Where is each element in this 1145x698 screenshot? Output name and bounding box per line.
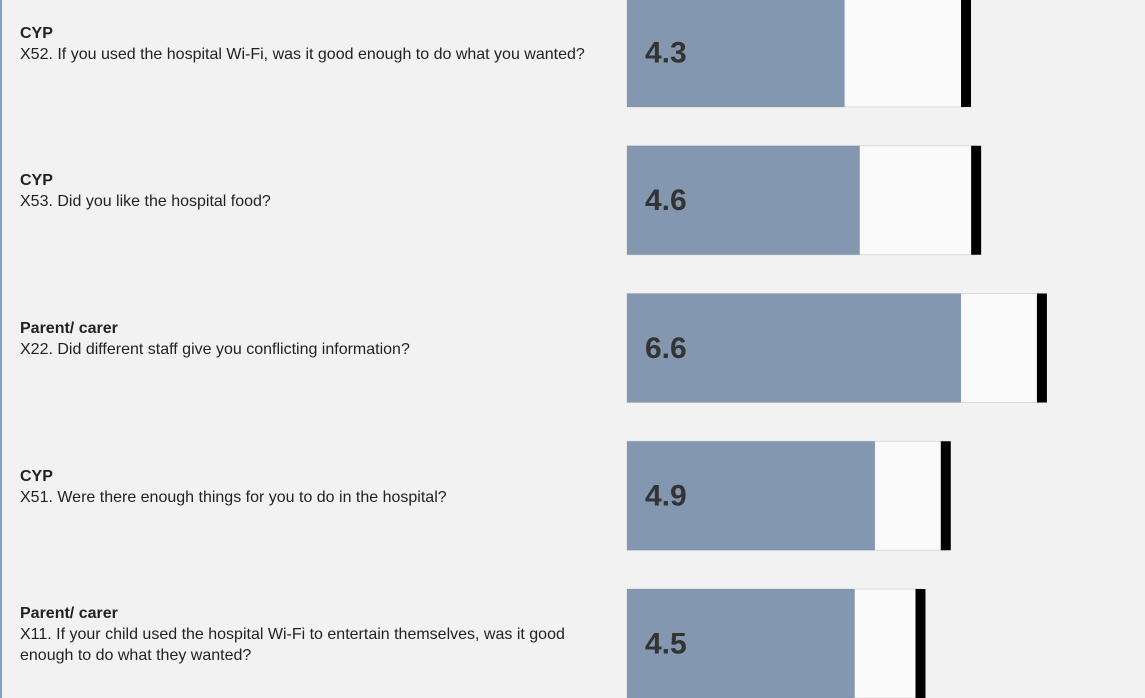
bar <box>627 0 845 107</box>
group-label: CYP <box>20 467 53 485</box>
bar <box>627 441 875 551</box>
bar <box>627 145 860 255</box>
group-label: CYP <box>20 172 53 190</box>
bar <box>627 293 961 403</box>
value-label: 6.6 <box>645 332 687 365</box>
row-label: Parent/ carer X22. Did different staff gi… <box>20 294 610 385</box>
benchmark <box>1036 293 1047 403</box>
question-label: X11. If your child used the hospital Wi-… <box>20 626 565 664</box>
value-label: 4.3 <box>645 36 687 69</box>
question-label: X53. Did you like the hospital food? <box>20 193 271 211</box>
value-label: 4.6 <box>645 184 687 217</box>
benchmark <box>915 589 926 698</box>
benchmark <box>971 145 982 255</box>
benchmark <box>940 441 951 551</box>
question-label: X22. Did different staff give you confli… <box>20 341 410 358</box>
question-label: X52. If you used the hospital Wi-Fi, was… <box>20 45 585 63</box>
group-label: Parent/ carer <box>20 605 118 622</box>
value-label: 4.5 <box>645 627 687 660</box>
group-label: Parent/ carer <box>20 320 118 337</box>
value-label: 4.9 <box>645 480 687 513</box>
group-label: CYP <box>20 24 53 42</box>
row-label: CYP X52. If you used the hospital Wi-Fi, … <box>20 0 610 89</box>
row-label: CYP X53. Did you like the hospital food? <box>20 146 610 237</box>
benchmark <box>961 0 972 107</box>
question-label: X51. Were there enough things for you to… <box>20 488 447 506</box>
row-label: CYP X51. Were there enough things for you… <box>20 441 610 532</box>
bar <box>627 589 855 698</box>
row-label: Parent/ carer X11. If your child used the… <box>20 589 610 680</box>
